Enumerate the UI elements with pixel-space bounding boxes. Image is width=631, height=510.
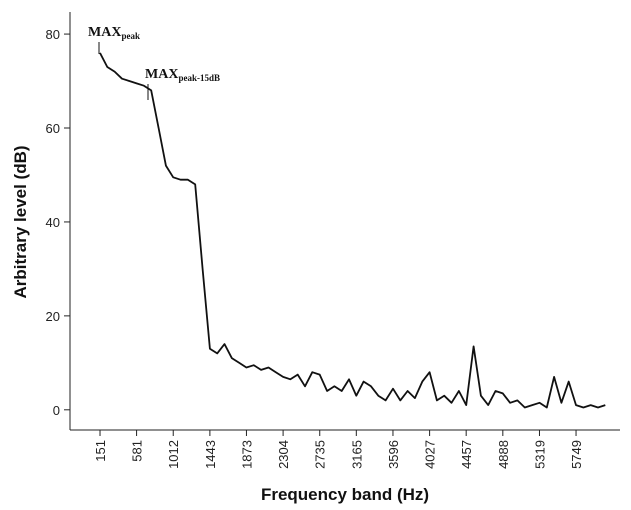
y-axis-title: Arbitrary level (dB) xyxy=(11,145,30,298)
y-tick-label: 40 xyxy=(46,215,60,230)
x-tick-label: 4027 xyxy=(423,440,438,469)
annotation-text: MAX xyxy=(145,67,178,82)
y-tick-label: 20 xyxy=(46,309,60,324)
x-axis-title: Frequency band (Hz) xyxy=(261,485,429,504)
y-tick-label: 80 xyxy=(46,27,60,42)
x-tick-label: 3596 xyxy=(386,440,401,469)
y-tick-label: 0 xyxy=(53,403,60,418)
x-tick-label: 1443 xyxy=(203,440,218,469)
x-tick-label: 1873 xyxy=(239,440,254,469)
annotation: MAXpeak-15dB xyxy=(145,67,220,83)
x-tick-label: 5319 xyxy=(532,440,547,469)
x-tick-label: 4888 xyxy=(496,440,511,469)
x-tick-label: 581 xyxy=(130,440,145,462)
annotation-text: MAX xyxy=(88,25,121,40)
y-tick-label: 60 xyxy=(46,121,60,136)
annotation-sub: peak-15dB xyxy=(178,73,220,83)
x-tick-label: 2735 xyxy=(313,440,328,469)
x-tick-label: 5749 xyxy=(569,440,584,469)
x-tick-label: 151 xyxy=(93,440,108,462)
annotation: MAXpeak xyxy=(88,25,140,41)
x-tick-label: 2304 xyxy=(276,440,291,469)
annotation-sub: peak xyxy=(121,31,140,41)
x-tick-label: 3165 xyxy=(349,440,364,469)
data-line xyxy=(99,52,606,409)
x-tick-label: 4457 xyxy=(459,440,474,469)
x-tick-label: 1012 xyxy=(166,440,181,469)
